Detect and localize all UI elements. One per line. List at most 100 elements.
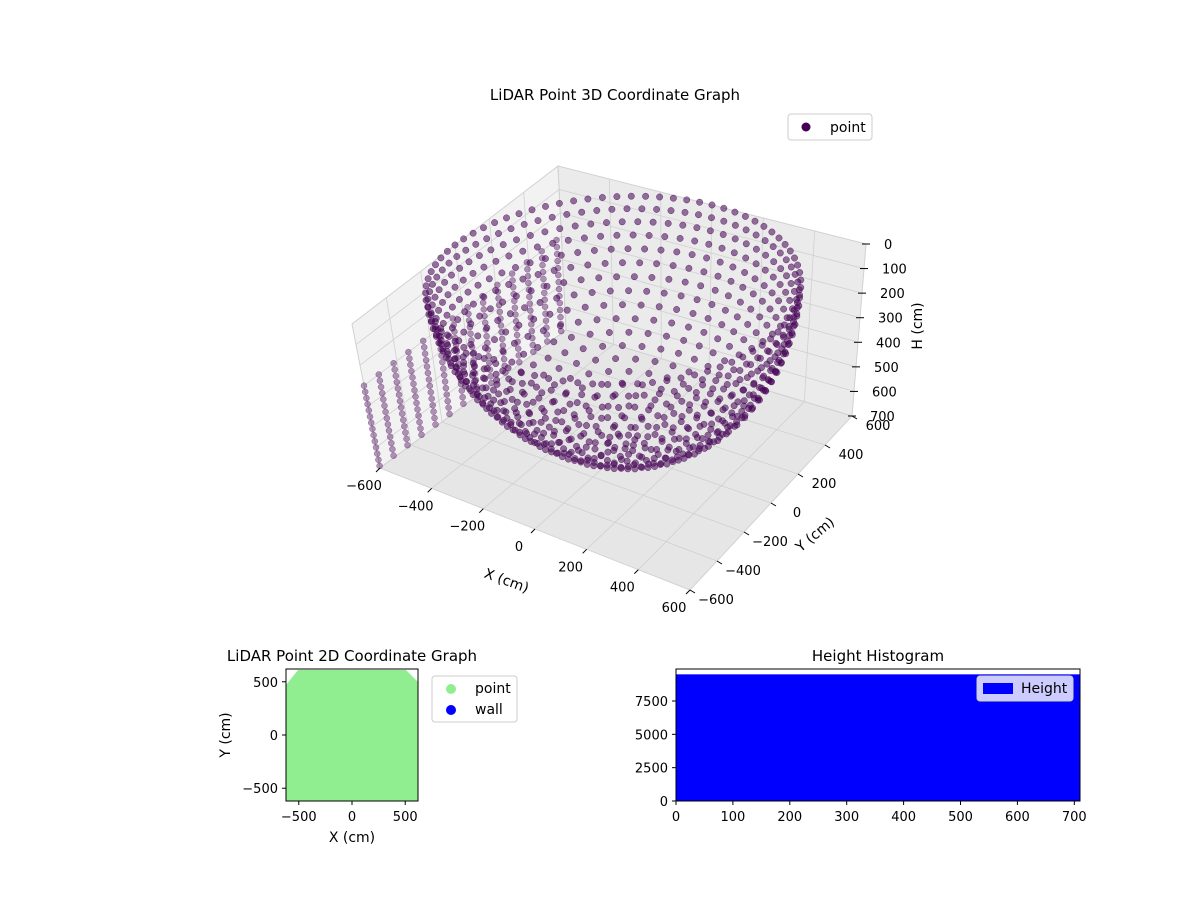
data-point [599, 342, 607, 350]
data-point [503, 414, 511, 422]
x-tick-label: 400 [891, 810, 916, 825]
data-point [691, 237, 699, 245]
data-point [727, 392, 735, 400]
data-point [508, 358, 516, 366]
data-point [508, 270, 516, 277]
data-point [752, 260, 760, 268]
data-point [736, 298, 744, 306]
data-point [726, 342, 733, 350]
data-point [660, 414, 668, 421]
data-point [578, 449, 586, 457]
data-point [697, 282, 705, 290]
data-point [685, 264, 693, 272]
data-point [469, 350, 477, 357]
data-point [512, 311, 519, 318]
data-point [539, 268, 547, 276]
data-point [593, 316, 601, 324]
data-point [526, 433, 534, 441]
data-point [625, 287, 633, 295]
data-point [395, 391, 403, 399]
y-tick-label: 0 [270, 729, 278, 744]
data-point [786, 296, 794, 304]
data-point [685, 406, 693, 414]
data-point [573, 359, 580, 367]
data-point [432, 261, 439, 269]
data-point [485, 275, 493, 283]
data-point [437, 254, 445, 262]
data-point [669, 262, 677, 270]
data-point [459, 276, 467, 284]
data-point [605, 329, 613, 336]
data-point [443, 348, 451, 356]
data-point [514, 338, 521, 346]
data-point [794, 261, 802, 269]
data-point [625, 431, 632, 439]
data-point [661, 233, 669, 241]
data-point [715, 371, 723, 379]
data-point [645, 232, 653, 239]
data-point [667, 207, 675, 215]
data-point [556, 225, 564, 233]
data-point [709, 349, 717, 357]
data-point [406, 355, 413, 362]
x-tick-label: −500 [281, 810, 317, 825]
data-point [382, 408, 389, 416]
data-point [422, 296, 430, 304]
data-point [495, 295, 502, 302]
data-point [561, 349, 569, 357]
data-point [585, 438, 593, 446]
data-point [540, 371, 548, 379]
data-point [637, 413, 645, 421]
data-point [449, 315, 457, 322]
x-tick-label: 700 [1062, 810, 1087, 825]
data-point [545, 375, 553, 382]
data-point [553, 243, 561, 251]
data-point [733, 313, 741, 321]
data-point [435, 306, 443, 314]
data-point [601, 259, 609, 267]
data-point [473, 383, 480, 390]
data-point [766, 305, 774, 313]
data-point [483, 405, 491, 413]
data-point [719, 231, 727, 238]
data-point [494, 281, 501, 289]
data-point [754, 367, 762, 375]
data-point [685, 451, 693, 459]
data-point [412, 393, 419, 400]
data-point [653, 205, 661, 213]
data-point [642, 192, 650, 200]
data-point [584, 454, 592, 462]
data-point [786, 314, 794, 322]
data-point [492, 257, 500, 265]
data-point [689, 310, 697, 317]
data-point [560, 279, 568, 287]
plot-2d-y-ticks: −500 0 500 [242, 676, 286, 797]
data-point [488, 379, 495, 387]
data-point [557, 313, 564, 321]
data-point [700, 402, 708, 410]
histogram-title: Height Histogram [812, 647, 944, 665]
data-point [527, 379, 535, 387]
data-point [443, 340, 451, 348]
data-point [442, 384, 450, 392]
data-point [519, 275, 527, 283]
data-point [530, 348, 537, 356]
data-point [772, 313, 780, 321]
data-point [656, 461, 664, 468]
data-point [480, 224, 487, 232]
data-point [538, 405, 546, 412]
data-point [491, 336, 498, 344]
data-point [539, 261, 546, 269]
data-point [685, 384, 693, 392]
plot-2d-ylabel: Y (cm) [218, 712, 234, 758]
data-point [791, 254, 798, 262]
grid-line [375, 306, 855, 448]
y-tick-label: 400 [839, 448, 864, 463]
data-point [604, 402, 612, 410]
data-point [765, 348, 773, 356]
data-point [494, 288, 502, 295]
data-point [439, 298, 446, 306]
data-point [778, 345, 786, 353]
data-point [467, 330, 474, 338]
